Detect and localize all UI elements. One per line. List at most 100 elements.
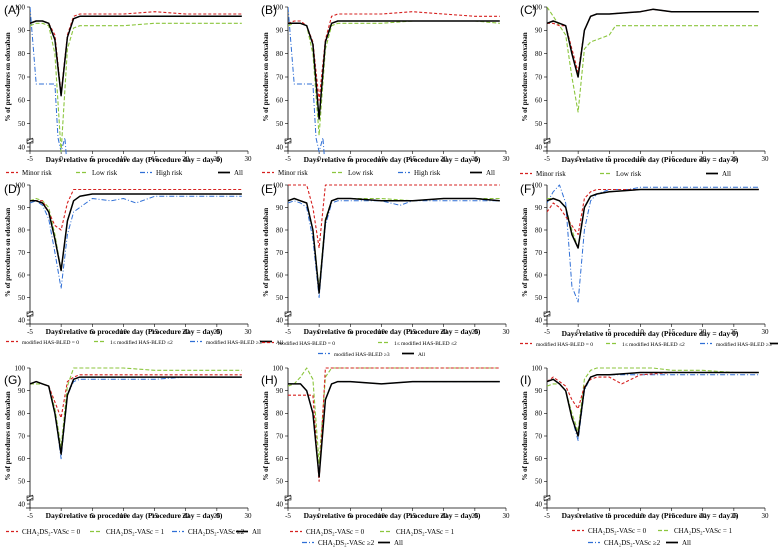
y-axis-break-mark (26, 137, 34, 142)
x-tick-label: 5 (608, 155, 612, 163)
y-tick-label: 80 (276, 50, 284, 58)
y-axis-break-mark (543, 494, 551, 499)
panel-label: (G) (4, 373, 21, 387)
panel-d: (D) 40 50 60 70 80 90 100 -5 0 5 10 15 20 25 30 % of pro… (4, 181, 284, 346)
y-tick-label: 40 (276, 500, 284, 508)
panel-f: (F) 40 50 60 70 80 90 100 -5 0 5 10 15 20 25 30 % of pro… (520, 181, 778, 348)
legend-label: Minor risk (536, 170, 566, 178)
y-tick-label: 50 (535, 120, 543, 128)
legend-label: Minor risk (278, 169, 308, 177)
y-tick-label: 90 (18, 27, 26, 35)
y-tick-label: 100 (15, 364, 26, 372)
x-tick-label: -5 (27, 328, 33, 336)
y-tick-label: 100 (273, 181, 284, 189)
x-tick-label: 10 (378, 328, 386, 336)
series-line-minor (288, 367, 500, 482)
x-tick-label: -5 (544, 512, 550, 520)
x-tick-label: 30 (245, 328, 253, 336)
series-line-high (30, 195, 242, 289)
legend-label: CHA₂DS₂-VASc ≥2 (188, 528, 245, 536)
y-tick-label: 50 (535, 478, 543, 486)
x-tick-label: 10 (120, 512, 128, 520)
series-line-all (288, 380, 500, 478)
panel-label: (A) (4, 3, 20, 17)
y-axis-label: % of procedures on edoxaban (262, 208, 270, 297)
series-line-all (30, 15, 242, 97)
x-tick-label: 15 (409, 328, 417, 336)
x-tick-label: 20 (440, 512, 448, 520)
y-tick-label: 60 (276, 455, 284, 463)
legend-label: All (418, 352, 426, 358)
x-tick-label: 5 (349, 512, 353, 520)
legend-label: Minor risk (22, 169, 52, 177)
y-axis-break-mark (284, 497, 292, 502)
y-axis-break-mark (284, 313, 292, 318)
series-line-all (30, 193, 242, 272)
y-axis-break-mark (284, 140, 292, 145)
series-line-low (30, 22, 242, 153)
series-line-minor (547, 371, 759, 410)
series-line-high (547, 184, 759, 303)
y-tick-label: 70 (535, 73, 543, 81)
y-tick-label: 50 (18, 294, 26, 302)
x-tick-label: 10 (378, 155, 386, 163)
y-tick-label: 60 (535, 455, 543, 463)
y-tick-label: 90 (535, 204, 543, 212)
series-line-low (30, 193, 242, 272)
series-line-minor (547, 188, 759, 236)
y-axis-break-mark (284, 494, 292, 499)
x-tick-label: 25 (730, 512, 738, 520)
x-tick-label: 5 (608, 512, 612, 520)
y-tick-label: 40 (535, 316, 543, 324)
y-axis-label: % of procedures on edoxaban (4, 32, 12, 121)
legend-label: 1≤ modified HAS-BLED ≤2 (394, 340, 457, 347)
x-tick-label: 30 (503, 512, 511, 520)
y-tick-label: 100 (15, 181, 26, 189)
panel-label: (E) (261, 182, 277, 196)
y-tick-label: 40 (535, 143, 543, 151)
y-axis-break-mark (543, 137, 551, 142)
x-tick-label: 25 (471, 328, 479, 336)
legend-label: All (394, 539, 403, 547)
series-line-all (288, 20, 500, 120)
y-tick-label: 70 (18, 73, 26, 81)
legend-label: Low risk (92, 169, 118, 177)
series-line-minor (30, 374, 242, 419)
y-tick-label: 70 (276, 249, 284, 257)
legend-label: 1≤ modified HAS-BLED ≤2 (110, 339, 173, 346)
y-tick-label: 60 (18, 455, 26, 463)
y-axis-label: % of procedures on edoxaban (521, 391, 529, 480)
x-tick-label: 30 (762, 328, 770, 336)
panel-label: (I) (520, 373, 531, 387)
legend-label: CHA₂DS₂-VASc = 1 (674, 527, 733, 535)
y-tick-label: 90 (276, 204, 284, 212)
y-tick-label: 70 (18, 432, 26, 440)
y-tick-label: 40 (18, 316, 26, 324)
y-tick-label: 50 (276, 478, 284, 486)
legend-label: modified HAS-BLED = 0 (536, 341, 593, 348)
y-axis-break-mark (26, 313, 34, 318)
x-tick-label: 30 (762, 512, 770, 520)
legend-label: High risk (156, 169, 183, 177)
x-tick-label: 0 (317, 328, 321, 336)
x-tick-label: 10 (637, 328, 645, 336)
x-tick-label: -5 (544, 155, 550, 163)
panel-i: (I) 40 50 60 70 80 90 100 -5 0 5 10 15 20 25 30 % of pro… (520, 364, 769, 547)
x-tick-label: 20 (182, 512, 190, 520)
y-axis-break-mark (26, 494, 34, 499)
legend-label: modified HAS-BLED ≥3 (334, 351, 390, 358)
series-line-all (547, 188, 759, 249)
y-axis-break-mark (543, 313, 551, 318)
y-tick-label: 90 (276, 387, 284, 395)
y-tick-label: 80 (276, 410, 284, 418)
series-line-all (547, 8, 759, 78)
series-line-low (547, 6, 759, 113)
x-axis-label: Days relative to procedure day (Procedur… (46, 511, 223, 520)
x-axis-label: Days relative to procedure day (Procedur… (46, 327, 223, 336)
legend-label: CHA₂DS₂-VASc = 1 (106, 528, 165, 536)
x-tick-label: 15 (151, 512, 159, 520)
y-tick-label: 50 (535, 294, 543, 302)
y-tick-label: 50 (276, 294, 284, 302)
series-line-all (547, 371, 759, 437)
legend-label: CHA₂DS₂-VASc = 0 (588, 527, 647, 535)
